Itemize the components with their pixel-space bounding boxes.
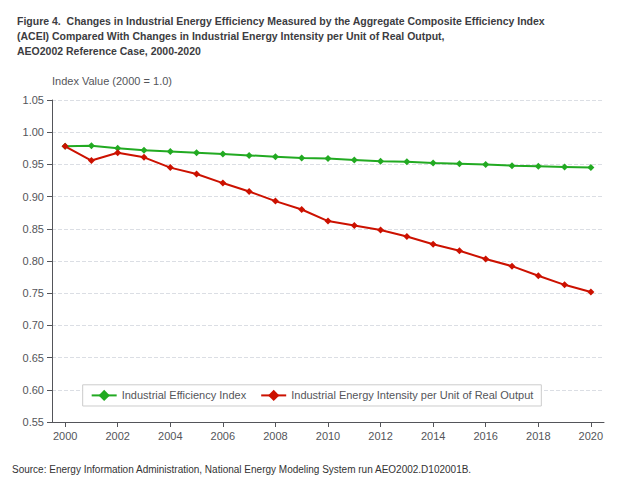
svg-text:0.75: 0.75: [23, 287, 44, 299]
svg-text:2006: 2006: [211, 430, 235, 442]
svg-text:0.65: 0.65: [23, 352, 44, 364]
svg-text:Figure 4. Changes in Industri: Figure 4. Changes in Industrial Energy E…: [17, 15, 545, 27]
svg-text:2014: 2014: [421, 430, 445, 442]
svg-text:2010: 2010: [316, 430, 340, 442]
svg-text:2020: 2020: [579, 430, 603, 442]
svg-text:AEO2002 Reference Case, 2000-2: AEO2002 Reference Case, 2000-2020: [17, 45, 201, 57]
svg-text:0.90: 0.90: [23, 191, 44, 203]
svg-text:1.05: 1.05: [23, 94, 44, 106]
svg-text:0.85: 0.85: [23, 223, 44, 235]
svg-text:Index Value (2000 = 1.0): Index Value (2000 = 1.0): [52, 75, 172, 87]
svg-text:Industrial Energy Intensity pe: Industrial Energy Intensity per Unit of …: [291, 389, 533, 401]
svg-text:2012: 2012: [368, 430, 392, 442]
svg-text:2000: 2000: [53, 430, 77, 442]
svg-text:(ACEI) Compared With Changes i: (ACEI) Compared With Changes in Industri…: [17, 30, 445, 42]
svg-text:2016: 2016: [473, 430, 497, 442]
svg-text:0.80: 0.80: [23, 255, 44, 267]
svg-text:2004: 2004: [158, 430, 182, 442]
svg-text:0.95: 0.95: [23, 158, 44, 170]
svg-text:0.60: 0.60: [23, 384, 44, 396]
svg-text:Source: Energy Information Adm: Source: Energy Information Administratio…: [12, 464, 471, 475]
svg-text:2018: 2018: [526, 430, 550, 442]
svg-text:2008: 2008: [263, 430, 287, 442]
svg-text:Industrial Efficiency Index: Industrial Efficiency Index: [122, 389, 247, 401]
svg-text:0.70: 0.70: [23, 319, 44, 331]
svg-text:0.55: 0.55: [23, 416, 44, 428]
svg-text:2002: 2002: [105, 430, 129, 442]
svg-text:1.00: 1.00: [23, 126, 44, 138]
